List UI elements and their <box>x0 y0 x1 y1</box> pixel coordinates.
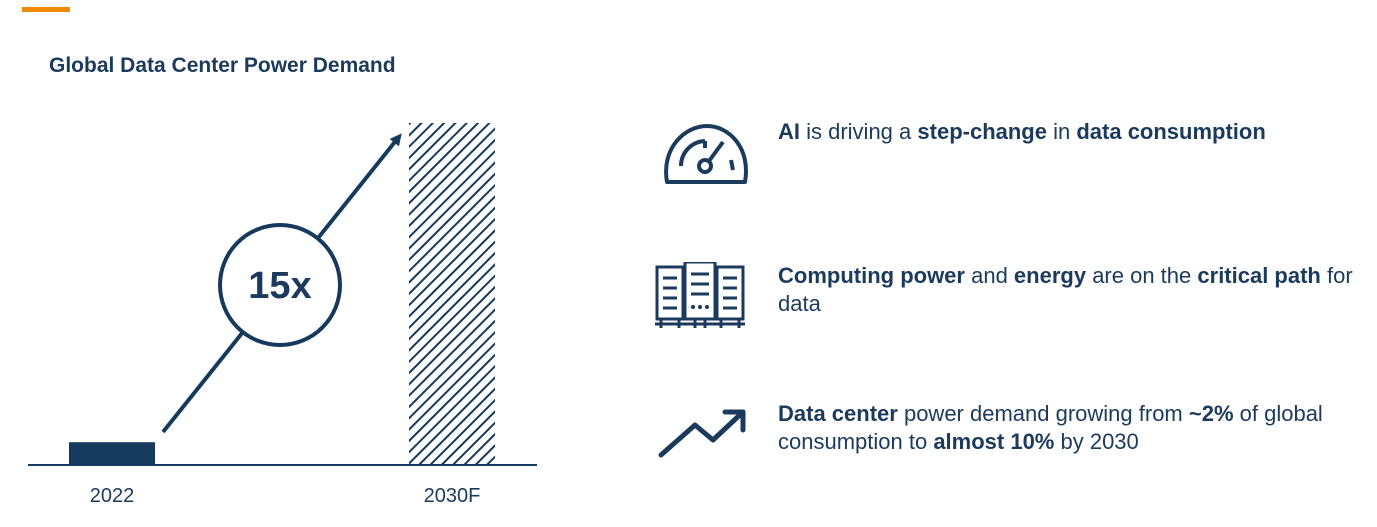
text-segment: by 2030 <box>1054 429 1139 454</box>
bar-2022 <box>69 442 155 465</box>
text-segment: almost 10% <box>933 429 1055 454</box>
text-segment: and <box>964 263 1014 288</box>
bar-2030f <box>409 123 495 465</box>
chart-title: Global Data Center Power Demand <box>49 54 396 77</box>
text-segment: energy <box>1013 263 1087 288</box>
text-segment: is driving a <box>800 119 918 144</box>
text-segment: ~2% <box>1188 401 1234 426</box>
text-segment: of global consumption to <box>778 401 1323 454</box>
x-tick-label: 2022 <box>90 485 135 507</box>
text-segment: for data <box>778 263 1353 316</box>
highlight-item-computing: Computing power and energy are on the cr… <box>655 260 1358 362</box>
text-segment: in <box>1046 119 1077 144</box>
text-segment: are on the <box>1086 263 1198 288</box>
highlight-text-datacenter: Data center power demand growing from ~2… <box>778 400 1358 456</box>
trend-up-icon <box>655 400 755 500</box>
highlight-text-ai: AI is driving a step-change in data cons… <box>778 118 1358 146</box>
text-segment: critical path <box>1197 263 1321 288</box>
x-tick-label: 2030F <box>424 485 481 507</box>
text-segment: step-change <box>917 119 1047 144</box>
speedometer-icon <box>655 118 755 218</box>
highlight-item-datacenter: Data center power demand growing from ~2… <box>655 400 1355 500</box>
power-demand-chart: 15x 2022 2030F <box>28 123 537 507</box>
highlight-text-computing: Computing power and energy are on the cr… <box>778 262 1358 318</box>
accent-bar <box>22 7 70 12</box>
text-segment: power demand growing from <box>897 401 1189 426</box>
highlight-item-ai: AI is driving a step-change in data cons… <box>655 118 1355 218</box>
text-segment: AI <box>778 119 800 144</box>
text-segment: Computing power <box>778 263 965 288</box>
text-segment: Data center <box>778 401 898 426</box>
multiplier-circle <box>218 223 342 347</box>
multiplier-label: 15x <box>248 265 311 307</box>
text-segment: data consumption <box>1076 119 1266 144</box>
server-racks-icon <box>655 260 755 362</box>
